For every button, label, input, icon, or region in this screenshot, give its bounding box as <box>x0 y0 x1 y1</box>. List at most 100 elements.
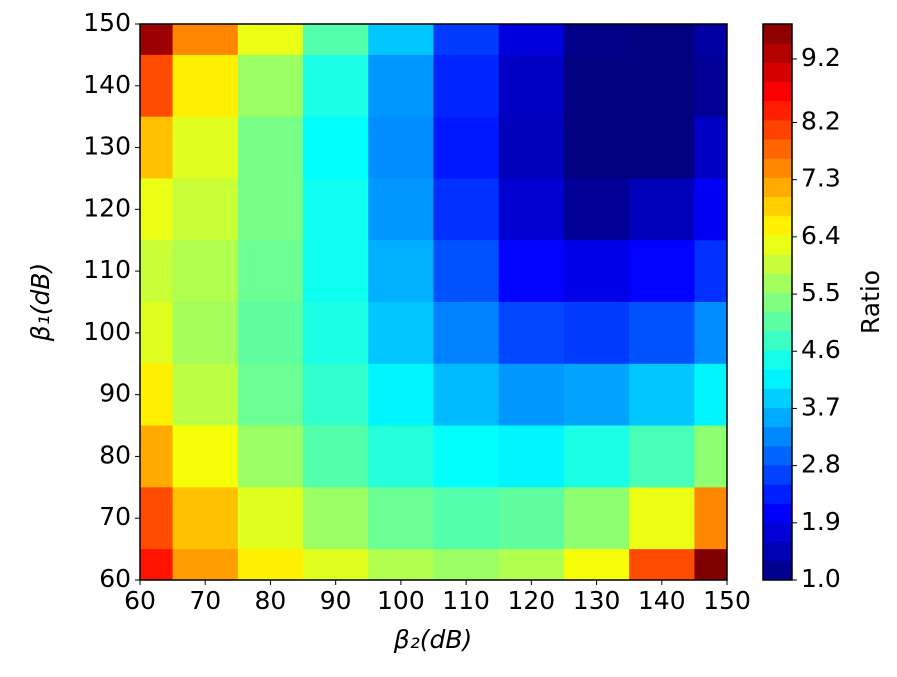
contour-cell <box>172 302 239 365</box>
y-tick-label: 100 <box>83 317 131 346</box>
contour-cell <box>237 178 304 241</box>
colorbar-band <box>763 388 792 408</box>
contour-cell <box>433 487 500 550</box>
contour-cell <box>563 178 630 241</box>
contour-cell <box>368 54 434 118</box>
contour-cell <box>629 54 695 118</box>
contour-cell <box>237 302 304 365</box>
colorbar-band <box>763 369 792 389</box>
colorbar-tick-label: 8.2 <box>801 106 841 135</box>
contour-cell <box>368 24 434 56</box>
contour-cell <box>498 302 565 365</box>
contour-cell <box>303 178 369 241</box>
x-tick-label: 130 <box>573 586 621 615</box>
colorbar-tick-label: 7.3 <box>801 164 841 193</box>
colorbar-band <box>763 503 792 523</box>
contour-cell <box>237 116 304 179</box>
contour-cell <box>433 178 500 241</box>
x-tick-label: 100 <box>377 586 425 615</box>
contour-area <box>140 24 727 580</box>
colorbar-band <box>763 445 792 466</box>
colorbar-band <box>763 254 792 274</box>
contour-cell <box>303 24 369 56</box>
contour-cell <box>563 116 630 179</box>
contour-cell <box>433 425 500 488</box>
colorbar-band <box>763 273 792 293</box>
contour-cell <box>368 302 434 365</box>
colorbar-tick-label: 4.6 <box>801 335 841 364</box>
colorbar-band <box>763 522 792 543</box>
contour-cell <box>563 240 630 303</box>
contour-cell <box>563 24 630 56</box>
contour-cell <box>172 24 239 56</box>
contour-cell <box>498 425 565 488</box>
colorbar-band <box>763 177 792 198</box>
contour-cell <box>694 240 727 303</box>
colorbar-band <box>763 426 792 447</box>
colorbar-tick-label: 1.0 <box>801 564 841 593</box>
contour-cell <box>303 425 369 488</box>
y-tick-label: 130 <box>83 132 131 161</box>
contour-cell <box>694 549 727 580</box>
contour-cell <box>237 487 304 550</box>
y-tick-label: 70 <box>99 502 131 531</box>
contour-cell <box>368 178 434 241</box>
contour-cell <box>629 363 695 427</box>
contour-cell <box>368 363 434 427</box>
contour-cell <box>563 302 630 365</box>
contour-cell <box>237 240 304 303</box>
contour-cell <box>172 240 239 303</box>
contour-cell <box>694 302 727 365</box>
contour-cell <box>172 116 239 179</box>
contour-cell <box>498 240 565 303</box>
contour-cell <box>629 549 695 580</box>
contour-cell <box>368 240 434 303</box>
x-tick-label: 150 <box>703 586 751 615</box>
contour-cell <box>172 549 239 580</box>
x-tick-label: 70 <box>189 586 221 615</box>
contour-cell <box>563 487 630 550</box>
y-tick-label: 110 <box>83 255 131 284</box>
contour-cell <box>368 549 434 580</box>
contour-cell <box>629 178 695 241</box>
contour-cell <box>140 24 174 56</box>
x-tick-label: 80 <box>255 586 287 615</box>
contour-cell <box>498 116 565 179</box>
contour-cell <box>433 24 500 56</box>
y-tick-label: 150 <box>83 8 131 37</box>
colorbar-tick-label: 9.2 <box>801 43 841 72</box>
contour-cell <box>237 549 304 580</box>
colorbar-tick-label: 1.9 <box>801 507 841 536</box>
contour-cell <box>303 54 369 118</box>
x-tick-label: 120 <box>507 586 555 615</box>
contour-cell <box>303 116 369 179</box>
contour-cell <box>629 302 695 365</box>
colorbar-tick-label: 5.5 <box>801 278 841 307</box>
contour-cell <box>237 54 304 118</box>
contour-cell <box>303 549 369 580</box>
contour-cell <box>629 240 695 303</box>
contour-cell <box>498 178 565 241</box>
x-tick-label: 140 <box>638 586 686 615</box>
colorbar-band <box>763 158 792 178</box>
contour-cell <box>498 487 565 550</box>
y-axis-label: β₁(dB) <box>26 263 55 343</box>
contour-cell <box>172 363 239 427</box>
colorbar-band <box>763 560 792 581</box>
colorbar-band <box>763 234 792 255</box>
x-axis-label: β₂(dB) <box>393 625 473 654</box>
colorbar-frame <box>762 23 793 581</box>
contour-cell <box>629 116 695 179</box>
contour-cell <box>694 116 727 179</box>
contour-cell <box>694 425 727 488</box>
colorbar-band <box>763 484 792 504</box>
colorbar-band <box>763 119 792 140</box>
contour-cell <box>629 487 695 550</box>
contour-cell <box>563 54 630 118</box>
contour-cell <box>172 54 239 118</box>
colorbar-tick-label: 6.4 <box>801 221 841 250</box>
y-tick-label: 120 <box>83 193 131 222</box>
contour-cell <box>172 487 239 550</box>
colorbar-band <box>763 24 792 44</box>
colorbar-band <box>763 139 792 159</box>
